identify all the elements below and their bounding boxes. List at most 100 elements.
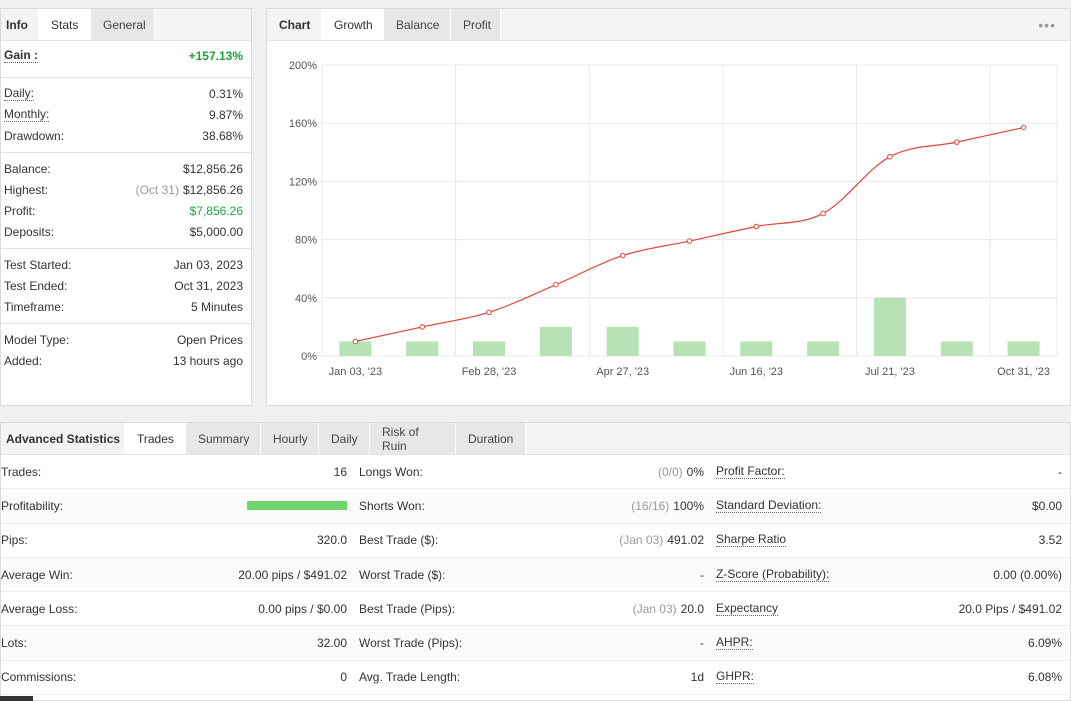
- expectancy-label[interactable]: Expectancy: [716, 600, 779, 616]
- shorts-won-value: 100%: [673, 498, 704, 513]
- best-trade-usd-value: 491.02: [667, 533, 704, 548]
- test-ended-row: Test Ended: Oct 31, 2023: [4, 275, 243, 296]
- standard-deviation-label[interactable]: Standard Deviation:: [716, 497, 822, 513]
- tab-info[interactable]: Info: [1, 9, 39, 40]
- growth-point: [953, 139, 960, 145]
- tab-balance[interactable]: Balance: [384, 9, 451, 40]
- tab-stats[interactable]: Stats: [39, 9, 91, 40]
- growth-point: [887, 153, 893, 160]
- ahpr-label[interactable]: AHPR:: [716, 635, 753, 651]
- best-trade-pips-label: Best Trade (Pips):: [359, 601, 456, 616]
- sharpe-ratio-row: Sharpe Ratio 3.52: [712, 524, 1070, 558]
- worst-trade-usd-label: Worst Trade ($):: [359, 567, 446, 582]
- chart-panel: Chart Growth Balance Profit ••• 200% 160%…: [266, 8, 1071, 406]
- best-trade-usd-label: Best Trade ($):: [359, 533, 439, 548]
- z-score-label[interactable]: Z-Score (Probability):: [716, 566, 830, 582]
- average-loss-value: 0.00 pips / $0.00: [258, 601, 347, 616]
- x-tick-label: Feb 28, '23: [462, 366, 517, 378]
- tab-daily[interactable]: Daily: [319, 423, 370, 454]
- growth-point: [1020, 124, 1027, 131]
- test-ended-value: Oct 31, 2023: [174, 278, 243, 293]
- y-tick-label: 0%: [301, 351, 317, 363]
- tab-duration[interactable]: Duration: [456, 423, 526, 454]
- growth-point: [419, 324, 426, 330]
- profitability-label: Profitability:: [1, 498, 64, 513]
- chart-tabbar: Chart Growth Balance Profit: [267, 9, 1070, 41]
- longs-won-wrap: (0/0) 0%: [658, 465, 704, 479]
- x-tick-label: Oct 31, '23: [997, 366, 1050, 378]
- info-tabbar: Info Stats General: [1, 9, 251, 41]
- balance-value: $12,856.26: [182, 161, 243, 176]
- divider: [1, 77, 251, 78]
- tab-summary[interactable]: Summary: [186, 423, 261, 454]
- divider: [1, 152, 251, 153]
- z-score-value: 0.00 (0.00%): [993, 567, 1062, 582]
- profitability-bar: [247, 501, 347, 511]
- standard-deviation-value: $0.00: [1031, 498, 1062, 513]
- profit-row: Profit: $7,856.26: [4, 200, 243, 221]
- tab-chart[interactable]: Chart: [267, 9, 322, 40]
- shorts-won-ratio: (16/16): [631, 498, 670, 513]
- profit-factor-value: -: [1058, 464, 1062, 479]
- gain-value: +157.13%: [188, 49, 243, 63]
- bar: [1007, 341, 1040, 356]
- profit-factor-label[interactable]: Profit Factor:: [716, 463, 785, 479]
- tab-risk-of-ruin[interactable]: Risk of Ruin: [370, 423, 456, 454]
- daily-label[interactable]: Daily:: [4, 85, 35, 101]
- growth-point: [820, 210, 826, 217]
- lots-value: 32.00: [316, 636, 347, 651]
- shorts-won-label: Shorts Won:: [359, 498, 425, 513]
- tab-hourly[interactable]: Hourly: [261, 423, 319, 454]
- bar: [673, 341, 706, 356]
- pips-row: Pips: 320.0: [1, 524, 355, 558]
- best-trade-usd-date: (Jan 03): [619, 533, 664, 548]
- commissions-value: 0: [340, 670, 347, 685]
- y-tick-label: 120%: [289, 176, 317, 188]
- average-loss-label: Average Loss:: [1, 601, 78, 616]
- best-trade-usd-row: Best Trade ($): (Jan 03) 491.02: [355, 524, 712, 558]
- stats-column-1: Trades: 16 Profitability: Pips: 320.0 Aver…: [1, 455, 355, 696]
- worst-trade-pips-row: Worst Trade (Pips): -: [355, 626, 712, 661]
- gain-label[interactable]: Gain :: [4, 48, 39, 63]
- tab-profit[interactable]: Profit: [451, 9, 501, 40]
- more-dots-icon[interactable]: •••: [1038, 17, 1056, 33]
- monthly-value: 9.87%: [208, 107, 243, 122]
- longs-won-row: Longs Won: (0/0) 0%: [355, 455, 712, 490]
- growth-point: [486, 309, 492, 316]
- ahpr-row: AHPR: 6.09%: [712, 626, 1070, 661]
- x-tick-label: Jul 21, '23: [865, 366, 915, 378]
- drawdown-label: Drawdown:: [4, 128, 65, 143]
- advanced-tabbar: Advanced Statistics Trades Summary Hourl…: [1, 423, 1070, 455]
- tab-general[interactable]: General: [91, 9, 155, 40]
- bar: [406, 341, 439, 356]
- shorts-won-wrap: (16/16) 100%: [631, 499, 704, 513]
- balance-row: Balance: $12,856.26: [4, 158, 243, 179]
- growth-point: [619, 252, 626, 259]
- bar: [473, 341, 506, 356]
- avg-trade-length-row: Avg. Trade Length: 1d: [355, 661, 712, 696]
- tab-growth[interactable]: Growth: [322, 9, 384, 40]
- monthly-label[interactable]: Monthly:: [4, 106, 50, 122]
- scrollbar-thumb[interactable]: [0, 696, 33, 701]
- drawdown-row: Drawdown: 38.68%: [4, 125, 243, 146]
- avg-trade-length-value: 1d: [690, 670, 704, 685]
- average-win-value: 20.00 pips / $491.02: [238, 567, 347, 582]
- gain-row: Gain : +157.13%: [4, 41, 243, 71]
- trades-row: Trades: 16: [1, 455, 355, 490]
- ghpr-label[interactable]: GHPR:: [716, 669, 755, 685]
- trades-label: Trades:: [1, 464, 42, 479]
- drawdown-value: 38.68%: [202, 128, 243, 143]
- growth-point: [352, 338, 359, 345]
- tab-trades[interactable]: Trades: [125, 423, 186, 454]
- sharpe-ratio-label[interactable]: Sharpe Ratio: [716, 532, 787, 548]
- advanced-statistics-panel: Advanced Statistics Trades Summary Hourl…: [0, 422, 1071, 701]
- trades-value: 16: [333, 464, 347, 479]
- x-tick-label: Jan 03, '23: [329, 366, 382, 378]
- best-trade-pips-date: (Jan 03): [632, 601, 677, 616]
- growth-point: [753, 223, 760, 230]
- profit-value: $7,856.26: [189, 203, 243, 218]
- pips-value: 320.0: [316, 533, 347, 548]
- test-ended-label: Test Ended:: [4, 278, 68, 293]
- worst-trade-usd-value: -: [700, 567, 704, 582]
- best-trade-usd-wrap: (Jan 03) 491.02: [619, 533, 704, 547]
